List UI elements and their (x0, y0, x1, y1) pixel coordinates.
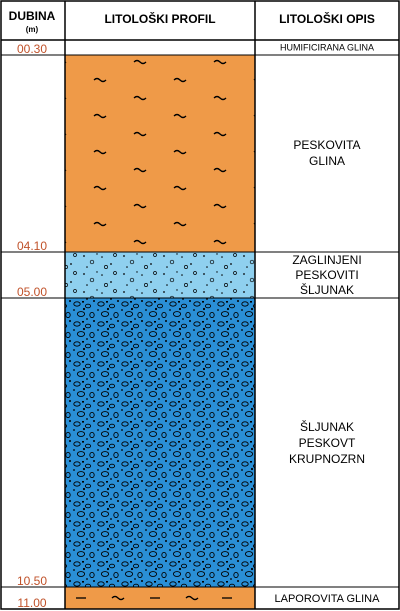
depth-label: 11.00 (17, 596, 46, 610)
layer-description: LAPOROVITA GLINA (275, 593, 381, 605)
layer-description: ZAGLINJENI PESKOVITI ŠLJUNAK (292, 253, 361, 297)
layer-description-line: GLINA (309, 154, 345, 168)
layer-description-line: PESKOVT (299, 436, 356, 450)
layer-description-line: LAPOROVITA GLINA (275, 593, 381, 605)
depth-label: 04.10 (17, 239, 47, 253)
layer-description: PESKOVITA GLINA (293, 138, 360, 168)
layer-description: HUMIFICIRANA GLINA (280, 43, 374, 53)
description-column-title: LITOLOŠKI OPIS (279, 11, 375, 26)
depth-label: 05.00 (17, 285, 47, 299)
layer-description-line: ŠLJUNAK (300, 419, 354, 434)
layer-description-line: HUMIFICIRANA GLINA (280, 43, 374, 53)
depth-unit-label: (m) (26, 25, 39, 34)
depth-label: 10.50 (17, 574, 47, 588)
layer-description-line: KRUPNOZRN (289, 452, 365, 466)
layer-description: ŠLJUNAK PESKOVT KRUPNOZRN (289, 419, 365, 466)
layer-sljunak-krupnozrn-pattern (65, 298, 255, 587)
layer-humificirana-glina (65, 40, 255, 55)
layer-boundaries (1, 54, 399, 588)
profile-column-title: LITOLOŠKI PROFIL (104, 11, 215, 26)
layer-descriptions: HUMIFICIRANA GLINA PESKOVITA GLINA ZAGLINJE… (275, 43, 381, 605)
layer-peskovita-glina-pattern (65, 55, 255, 252)
layer-description-line: ZAGLINJENI (292, 253, 361, 267)
layer-description-line: PESKOVITA (293, 138, 360, 152)
layer-zaglinjeni-sljunak-pattern (65, 252, 255, 298)
layer-description-line: ŠLJUNAK (300, 282, 354, 297)
marl-clay-symbols (76, 595, 232, 601)
depth-column-title: DUBINA (9, 9, 56, 23)
depth-label: 00.30 (17, 42, 47, 56)
layer-description-line: PESKOVITI (295, 268, 358, 282)
